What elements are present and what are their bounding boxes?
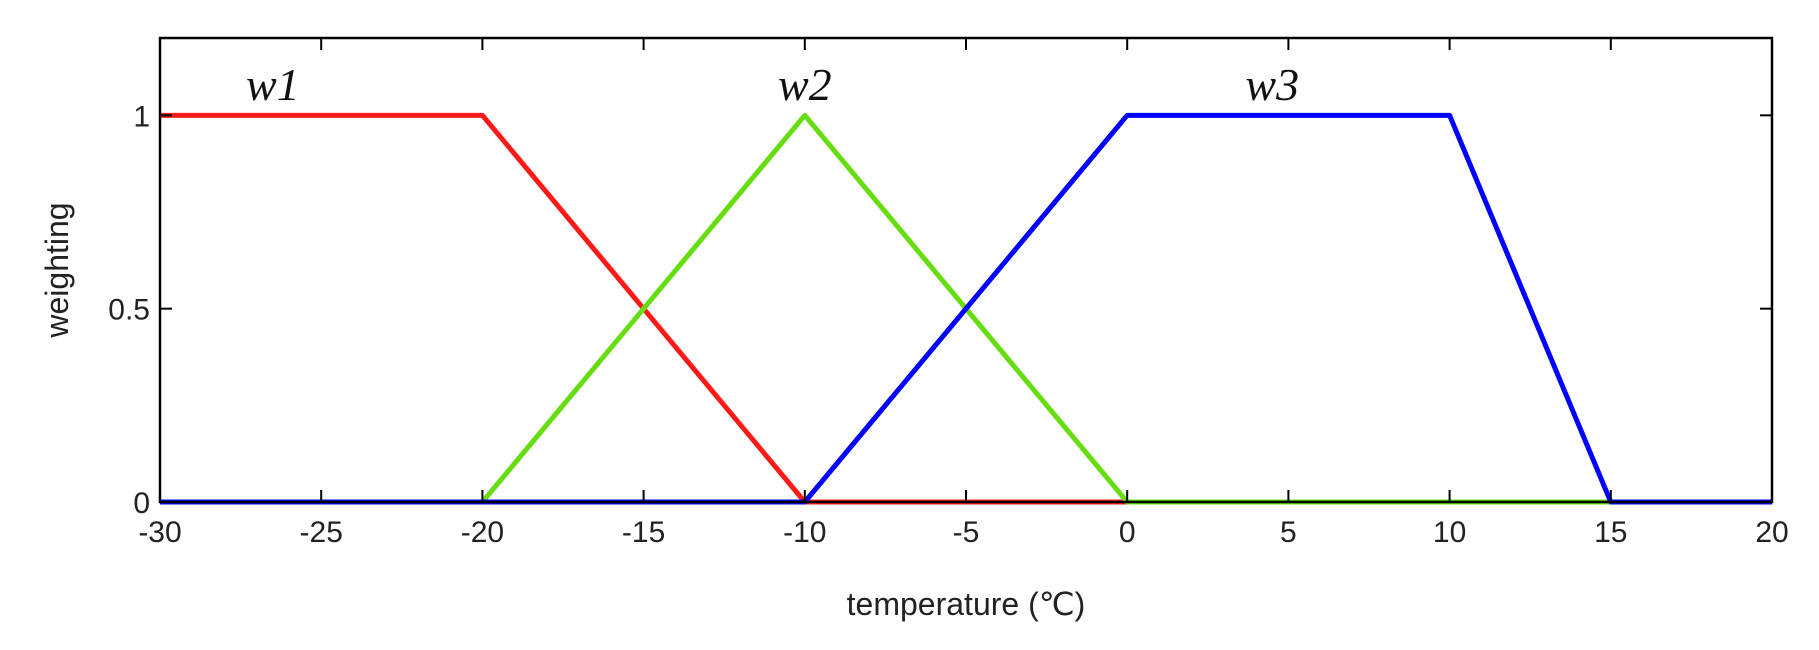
y-axis-label: weighting bbox=[39, 202, 75, 338]
series-label-w2: w2 bbox=[778, 59, 832, 110]
series-label-w1: w1 bbox=[246, 59, 300, 110]
x-tick-label: -30 bbox=[138, 516, 181, 549]
x-tick-label: -10 bbox=[783, 516, 826, 549]
series-label-w3: w3 bbox=[1245, 59, 1299, 110]
x-tick-label: -5 bbox=[953, 516, 980, 549]
y-tick-label: 0.5 bbox=[108, 294, 150, 327]
x-tick-label: 0 bbox=[1119, 516, 1136, 549]
x-tick-label: 20 bbox=[1755, 516, 1788, 549]
x-tick-label: -20 bbox=[461, 516, 504, 549]
plot-frame bbox=[158, 36, 1774, 504]
series-labels: w1 w2 w3 bbox=[246, 59, 1299, 110]
x-axis-label: temperature (℃) bbox=[847, 586, 1086, 622]
y-tick-label: 0 bbox=[133, 487, 150, 520]
ticks-layer: -30 -25 -20 -15 -10 -5 0 5 10 15 20 0 0.5 1 bbox=[108, 38, 1789, 549]
x-tick-label: 10 bbox=[1433, 516, 1466, 549]
x-tick-label: 5 bbox=[1280, 516, 1297, 549]
x-tick-label: 15 bbox=[1594, 516, 1627, 549]
y-tick-label: 1 bbox=[133, 100, 150, 133]
x-tick-label: -25 bbox=[300, 516, 343, 549]
x-tick-label: -15 bbox=[622, 516, 665, 549]
